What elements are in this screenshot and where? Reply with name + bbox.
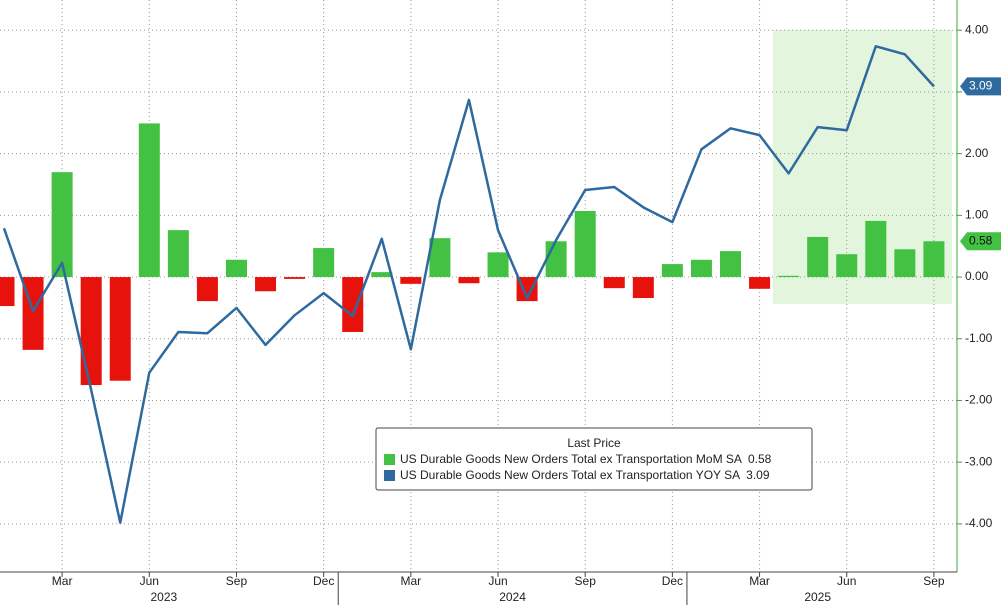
legend-entry: US Durable Goods New Orders Total ex Tra…: [400, 468, 740, 482]
bar: [487, 252, 509, 278]
bar: [313, 248, 335, 278]
legend-value: 0.58: [748, 452, 772, 466]
legend-swatch: [384, 470, 395, 481]
bar: [51, 172, 73, 278]
bar: [923, 241, 945, 278]
x-tick-label: Sep: [226, 574, 248, 588]
line: [2, 45, 935, 524]
y-tick-label: -2.00: [965, 393, 993, 407]
bar: [225, 259, 247, 278]
bar: [807, 236, 829, 278]
bar: [284, 277, 306, 279]
bar: [690, 259, 712, 278]
x-tick-label: Sep: [575, 574, 597, 588]
legend-entry: US Durable Goods New Orders Total ex Tra…: [400, 452, 742, 466]
bar: [80, 277, 102, 386]
bar: [429, 238, 451, 278]
last-price-tag: [960, 77, 1001, 96]
year-label: 2025: [804, 590, 831, 604]
marks: [0, 45, 945, 524]
legend: Last Price US Durable Goods New Orders T…: [375, 427, 813, 491]
bar: [865, 220, 887, 278]
y-tick-label: -4.00: [965, 516, 993, 530]
bar: [720, 251, 741, 278]
bar: [661, 264, 683, 278]
bar: [371, 272, 393, 278]
bar: [632, 277, 654, 299]
bar: [545, 241, 567, 278]
y-tick-label: -3.00: [965, 454, 993, 468]
highlight-region: [773, 30, 952, 304]
x-tick-label: Jun: [837, 574, 856, 588]
bar: [342, 277, 364, 332]
bar: [0, 277, 15, 307]
year-label: 2024: [499, 590, 526, 604]
bar: [749, 277, 771, 289]
bar: [109, 277, 131, 381]
bar: [778, 275, 800, 278]
last-price-label: 0.58: [969, 233, 993, 247]
legend-swatch: [384, 454, 395, 465]
y-tick-label: 1.00: [965, 208, 989, 222]
x-tick-label: Mar: [52, 574, 73, 588]
x-tick-label: Sep: [923, 574, 945, 588]
bar: [400, 277, 422, 284]
y-tick-label: -1.00: [965, 331, 993, 345]
bar: [894, 249, 916, 278]
y-tick-label: 2.00: [965, 146, 989, 160]
x-tick-label: Mar: [749, 574, 770, 588]
bar: [138, 123, 160, 278]
last-price-tag: [960, 232, 1001, 251]
bar: [836, 254, 858, 278]
bar: [167, 230, 189, 278]
legend-box: [375, 427, 813, 491]
year-label: 2023: [150, 590, 177, 604]
bar: [196, 277, 218, 302]
x-tick-label: Dec: [662, 574, 683, 588]
bar: [255, 277, 277, 292]
x-tick-label: Dec: [313, 574, 334, 588]
last-price-label: 3.09: [969, 79, 993, 93]
bar: [603, 277, 625, 289]
bar: [574, 211, 596, 278]
legend-value: 3.09: [746, 468, 770, 482]
x-tick-label: Jun: [140, 574, 159, 588]
bar: [458, 277, 480, 284]
x-tick-label: Jun: [488, 574, 507, 588]
y-tick-label: 4.00: [965, 22, 989, 36]
y-tick-label: 0.00: [965, 269, 989, 283]
x-tick-label: Mar: [401, 574, 422, 588]
legend-title: Last Price: [567, 436, 621, 450]
